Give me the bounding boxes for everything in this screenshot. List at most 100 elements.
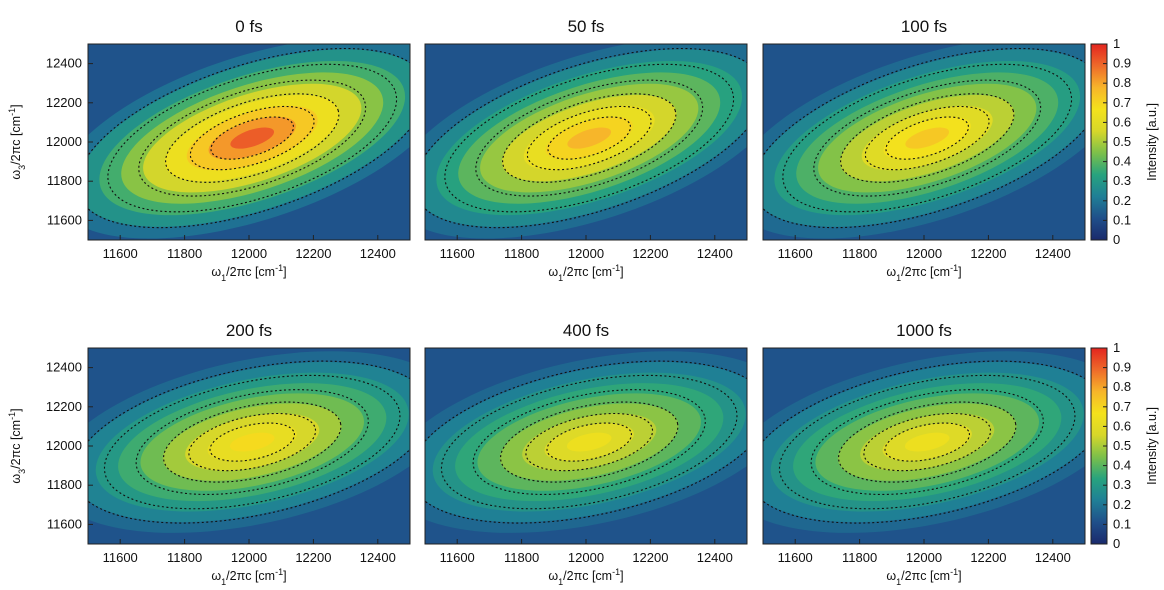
colorbar-tick-label: 1 [1113, 36, 1120, 51]
colorbar-tick-label: 0.7 [1113, 95, 1131, 110]
colorbar-tick-label: 0.9 [1113, 56, 1131, 71]
colorbar-tick-label: 0 [1113, 232, 1120, 247]
heatmap-level [904, 432, 950, 452]
contour-line [763, 47, 1085, 229]
y-tick-label: 12000 [46, 438, 82, 453]
x-axis-label: ω1/2πc [cm-1] [548, 567, 623, 587]
colorbar-tick-label: 0.5 [1113, 438, 1131, 453]
heatmap-area [88, 44, 410, 240]
panel-title: 100 fs [901, 17, 947, 36]
y-tick-label: 12000 [46, 134, 82, 149]
x-tick-label: 11800 [167, 246, 202, 261]
colorbar-tick-label: 0.8 [1113, 75, 1131, 90]
contour-line [444, 63, 735, 213]
x-tick-label: 12400 [1035, 246, 1071, 261]
contour-line [138, 79, 367, 197]
contour-line [546, 422, 632, 462]
x-tick-label: 12200 [632, 246, 668, 261]
heatmap-level [905, 127, 950, 149]
heatmap-level [229, 432, 275, 452]
y-tick-label: 11800 [47, 173, 82, 188]
colorbar-tick-label: 1 [1113, 340, 1120, 355]
y-axis-label: ω3/2πc [cm-1] [7, 104, 27, 179]
heatmap-area [88, 348, 410, 544]
colorbar-tick-label: 0.9 [1113, 360, 1131, 375]
contour-line [165, 93, 340, 183]
panel-5: 1000 fs 11600 11800 12000 12200 12400 ω1/2πc [… [762, 321, 1086, 587]
heatmap-area [425, 348, 747, 544]
contour-line [107, 63, 398, 213]
x-tick-label: 11600 [103, 246, 138, 261]
x-tick-label: 11800 [842, 550, 877, 565]
colorbar-tick-label: 0.2 [1113, 497, 1131, 512]
colorbar-tick-label: 0.6 [1113, 114, 1131, 129]
x-tick-label: 11800 [504, 246, 539, 261]
x-tick-label: 11600 [103, 550, 138, 565]
colorbar-label: Intensity [a.u.] [1145, 103, 1159, 181]
contour-line [778, 374, 1076, 510]
contour-line [210, 116, 295, 160]
contour-line [840, 93, 1015, 183]
x-tick-label: 12000 [906, 550, 942, 565]
contour-line [188, 412, 317, 472]
colorbar-tick-label: 0.8 [1113, 379, 1131, 394]
x-tick-label: 12400 [360, 246, 396, 261]
x-tick-label: 12400 [697, 246, 733, 261]
panel-title: 200 fs [226, 321, 272, 340]
contour-line [502, 93, 677, 183]
heatmap-level [230, 127, 275, 149]
x-tick-label: 11800 [167, 550, 202, 565]
x-tick-label: 11600 [778, 246, 813, 261]
x-tick-label: 12000 [231, 550, 267, 565]
x-tick-label: 11600 [440, 550, 475, 565]
panel-0: 0 fs 11600 11800 12000 12200 12400 ω1/2πc [cm-… [7, 17, 411, 283]
y-tick-label: 12400 [46, 360, 82, 375]
colorbar-tick-label: 0.2 [1113, 193, 1131, 208]
contour-line [547, 116, 632, 160]
contour-line [500, 401, 679, 483]
x-tick-label: 12400 [1035, 550, 1071, 565]
x-tick-label: 12400 [360, 550, 396, 565]
heatmap-area [763, 348, 1085, 544]
contour-line [525, 412, 654, 472]
y-tick-label: 12200 [46, 95, 82, 110]
heatmap-level [566, 432, 612, 452]
colorbar-0: 1 0.9 0.8 0.7 0.6 0.5 0.4 0.3 0.2 0.1 0 Intensity [… [1090, 36, 1159, 247]
colorbar-tick-label: 0.1 [1113, 212, 1131, 227]
colorbar-tick-label: 0.7 [1113, 399, 1131, 414]
y-tick-label: 11600 [47, 212, 82, 227]
panel-3: 200 fs 11600 11800 12000 12200 12400 ω1/2πc [c… [7, 321, 411, 587]
contour-line [135, 389, 369, 496]
y-tick-label: 12200 [46, 399, 82, 414]
colorbar-label: Intensity [a.u.] [1145, 407, 1159, 485]
y-tick-label: 11600 [47, 516, 82, 531]
contour-line [885, 116, 970, 160]
colorbar-1: 1 0.9 0.8 0.7 0.6 0.5 0.4 0.3 0.2 0.1 0 Intensity [… [1090, 340, 1159, 551]
x-tick-label: 12200 [970, 246, 1006, 261]
y-tick-label: 11800 [47, 477, 82, 492]
colorbar-tick-label: 0.4 [1113, 458, 1131, 473]
y-tick-label: 12400 [46, 56, 82, 71]
x-tick-label: 12000 [568, 550, 604, 565]
panel-title: 1000 fs [896, 321, 952, 340]
x-tick-label: 11600 [440, 246, 475, 261]
panel-2: 100 fs 11600 11800 12000 12200 12400 ω1/2πc [c… [762, 17, 1086, 283]
contour-line [863, 412, 992, 472]
colorbar-tick-label: 0.5 [1113, 134, 1131, 149]
x-axis-label: ω1/2πc [cm-1] [886, 567, 961, 587]
contour-line [782, 63, 1073, 213]
contour-line [88, 360, 410, 524]
contour-line [472, 389, 706, 496]
x-tick-label: 12000 [906, 246, 942, 261]
heatmap-level [567, 127, 612, 149]
x-tick-label: 12000 [568, 246, 604, 261]
colorbar-tick-label: 0.1 [1113, 516, 1131, 531]
contour-line [838, 401, 1017, 483]
colorbar-tick-label: 0.4 [1113, 154, 1131, 169]
x-tick-label: 11600 [778, 550, 813, 565]
y-axis-label: ω3/2πc [cm-1] [7, 408, 27, 483]
panel-title: 50 fs [568, 17, 605, 36]
x-tick-label: 12200 [295, 550, 331, 565]
